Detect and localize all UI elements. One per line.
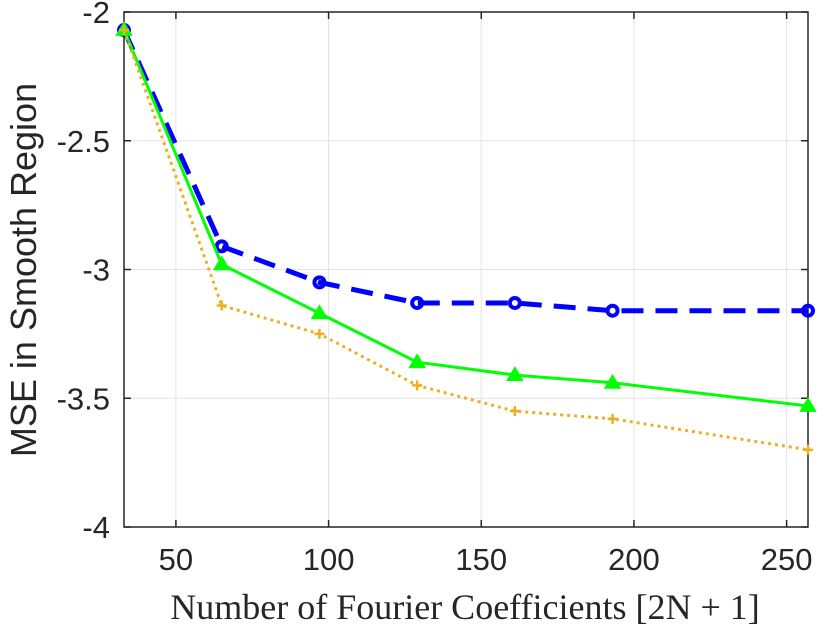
- series-group: [115, 21, 817, 455]
- series-3: [119, 25, 813, 455]
- series-1-point: [214, 239, 229, 254]
- axes: [123, 11, 809, 528]
- series-3-point: [607, 413, 618, 424]
- series-2-point: [506, 366, 524, 381]
- series-3-point: [314, 328, 325, 339]
- series-2-point: [603, 373, 622, 389]
- tick-labels: 50 100 150 200 250 -4 -3.5 -3 -2.5 -2: [57, 0, 813, 577]
- y-tick-label: -3: [82, 253, 110, 288]
- series-2-point: [212, 255, 231, 271]
- series-2-point: [310, 304, 329, 320]
- y-tick-label: -2: [82, 0, 110, 30]
- series-3-point: [119, 25, 129, 36]
- x-tick-label: 150: [455, 542, 507, 577]
- series-3-point: [803, 444, 813, 455]
- series-1-point: [801, 303, 815, 318]
- series-1-point: [605, 303, 620, 318]
- series-1-point: [507, 295, 522, 310]
- x-axis-title: Number of Fourier Coefficients [2N + 1]: [170, 587, 760, 627]
- x-tick-label: 100: [303, 542, 355, 577]
- series-2-point: [799, 397, 817, 412]
- x-tick-label: 250: [761, 542, 813, 577]
- y-axis-title: MSE in Smooth Region: [3, 83, 44, 457]
- series-2-point: [408, 353, 426, 369]
- series-3-point: [509, 406, 520, 417]
- y-tick-label: -4: [82, 510, 110, 545]
- series-3-point: [412, 380, 423, 391]
- x-tick-label: 200: [608, 542, 660, 577]
- series-1-point: [312, 275, 327, 290]
- series-3-point: [216, 300, 227, 311]
- x-tick-label: 50: [159, 542, 193, 577]
- series-1-point: [410, 295, 425, 310]
- y-tick-label: -2.5: [57, 124, 110, 159]
- y-tick-label: -3.5: [57, 381, 110, 416]
